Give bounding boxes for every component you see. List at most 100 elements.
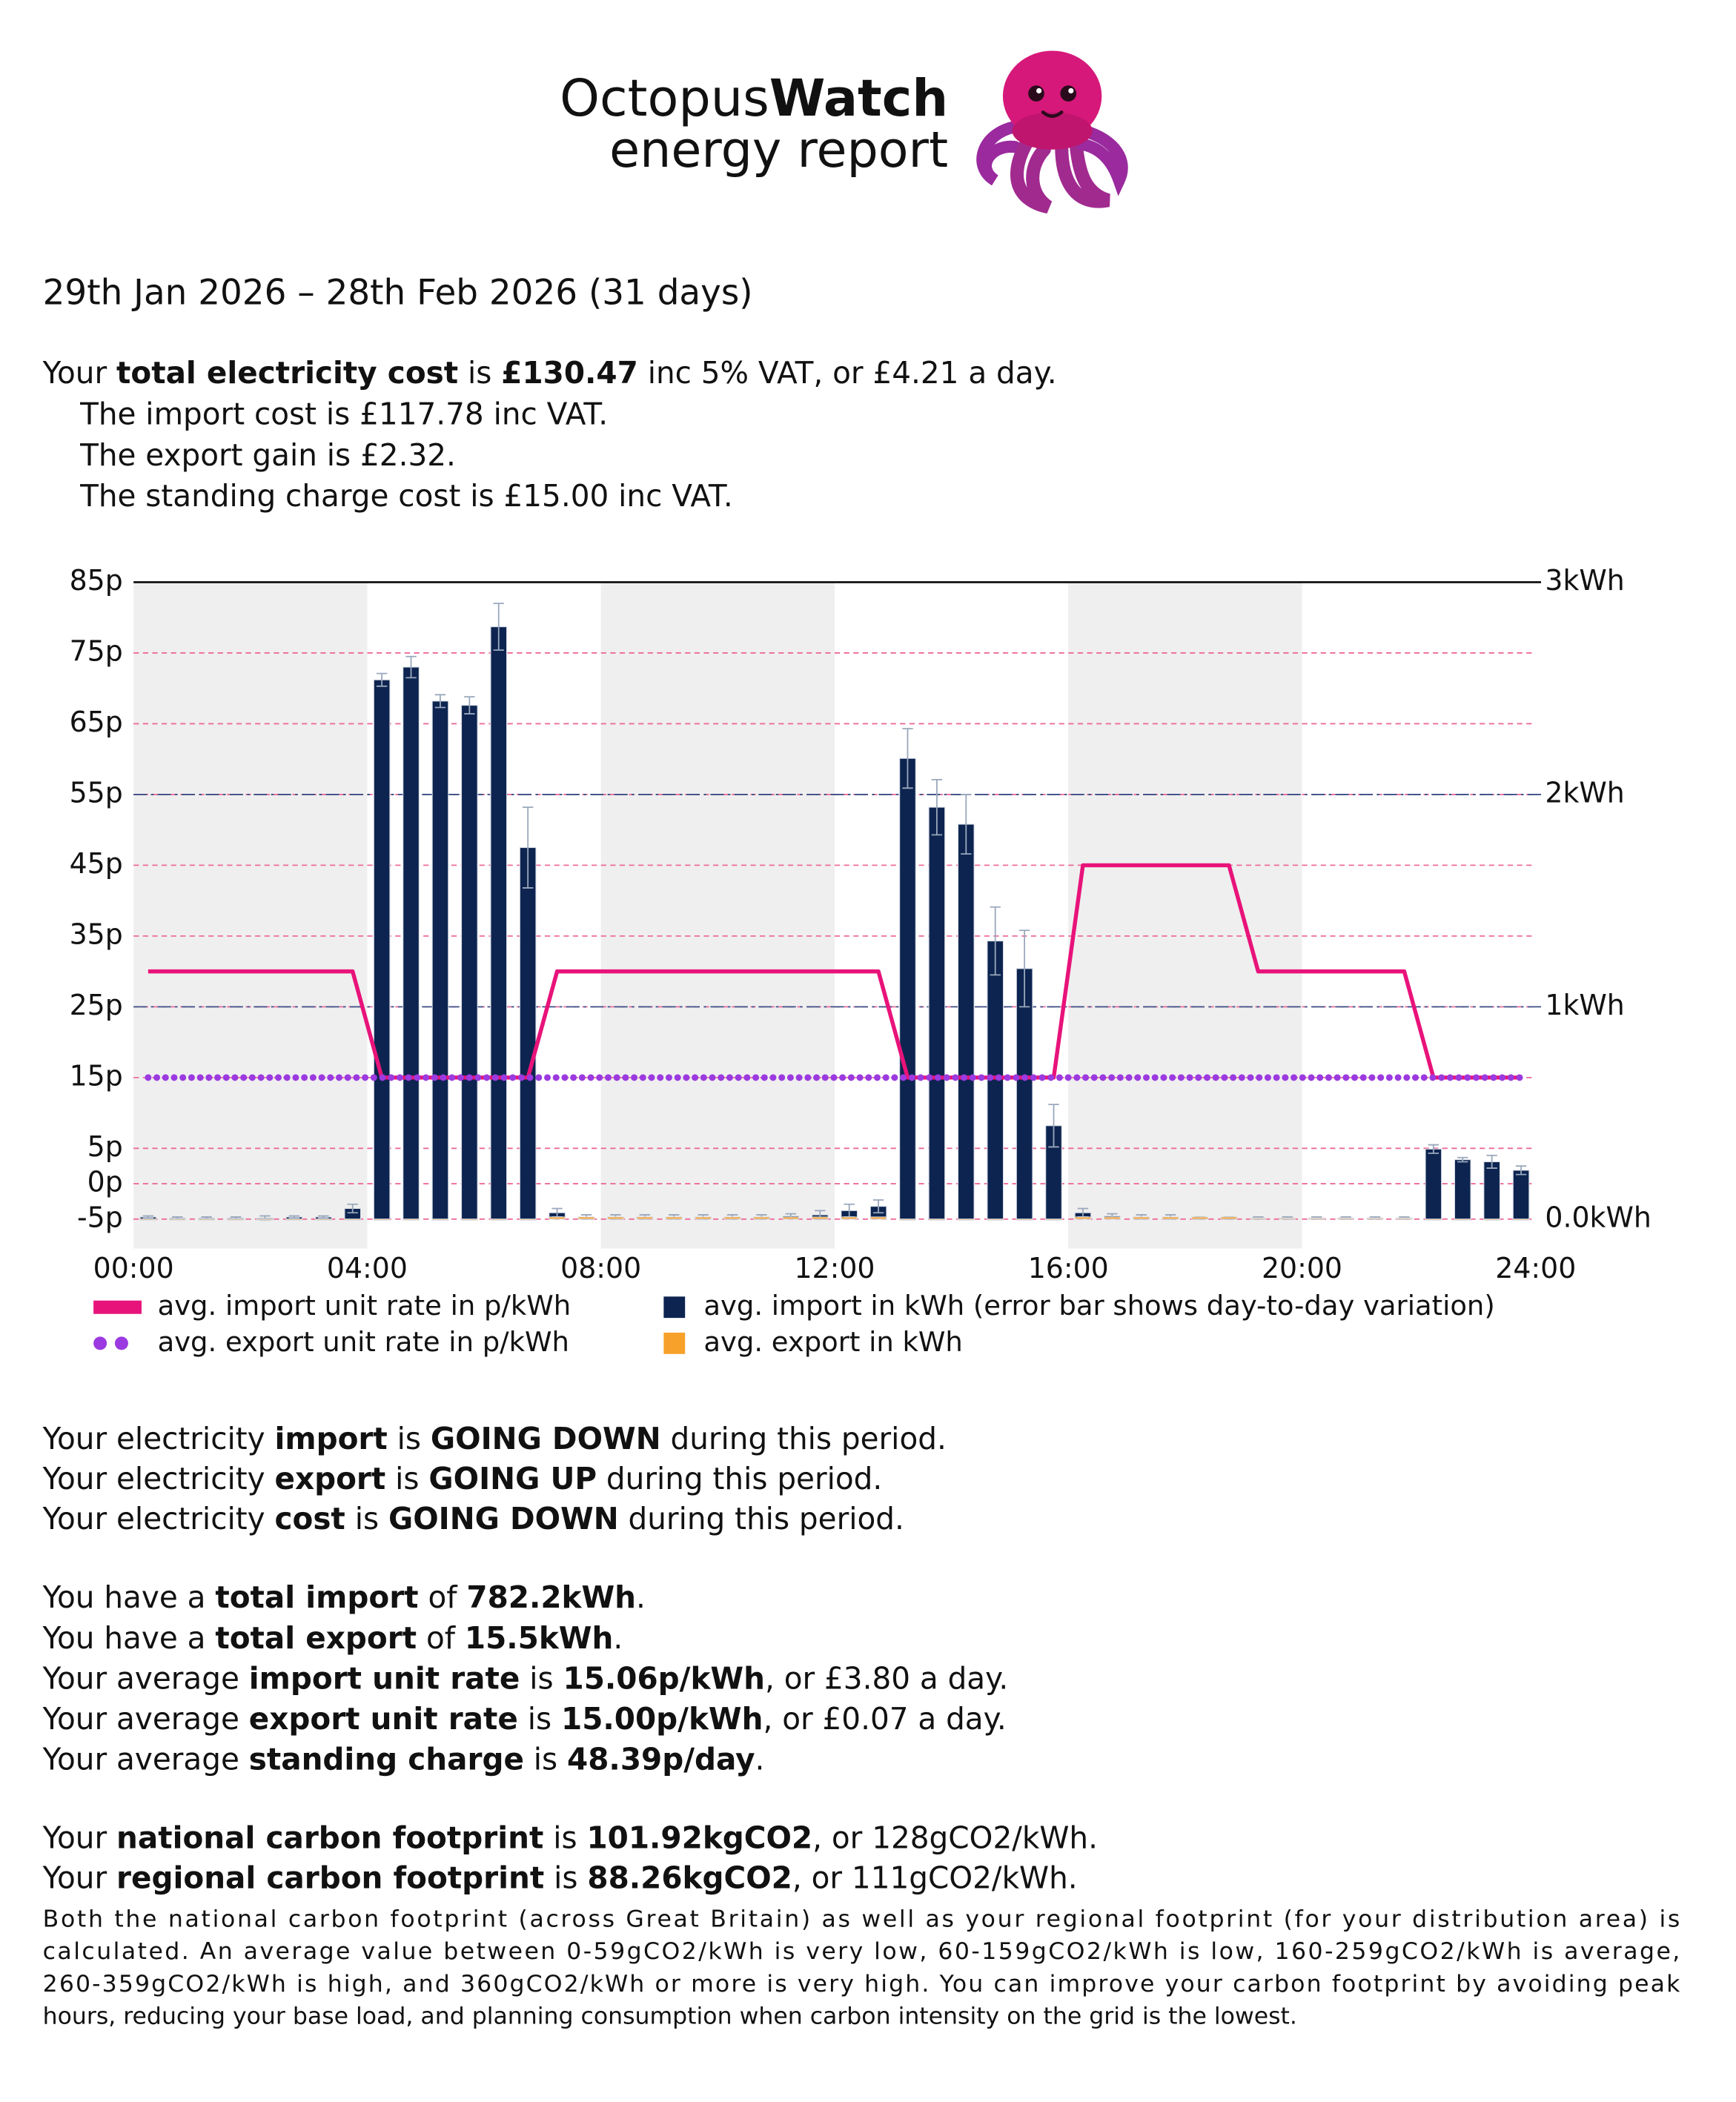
bar — [168, 1219, 186, 1221]
error-bar — [522, 806, 534, 889]
bar — [519, 1219, 537, 1221]
bold-text: 48.39p/day — [567, 1742, 755, 1777]
text-part: during this period. — [661, 1421, 947, 1456]
bar — [1483, 1219, 1501, 1221]
bar — [431, 700, 449, 1220]
bold-text: import — [274, 1421, 387, 1456]
text-part: The standing charge cost is £15.00 inc V… — [79, 478, 733, 514]
cost-line: The import cost is £117.78 inc VAT. — [79, 397, 608, 432]
bar — [402, 1219, 420, 1221]
text-part: of — [417, 1620, 465, 1656]
error-bar — [1515, 1165, 1527, 1176]
y-tick-label: -5p — [77, 1201, 123, 1233]
legend-label: avg. import unit rate in p/kWh — [158, 1290, 572, 1322]
bold-text: GOING UP — [428, 1461, 597, 1496]
error-bar — [961, 794, 972, 855]
bar — [1366, 1217, 1384, 1220]
bar — [314, 1219, 332, 1221]
y-tick-label: 0p — [87, 1166, 123, 1198]
bar — [782, 1216, 800, 1220]
carbon-note: hours, reducing your base load, and plan… — [43, 2003, 1297, 2029]
cost-line: The standing charge cost is £15.00 inc V… — [79, 478, 733, 514]
error-bar — [464, 696, 475, 715]
error-bar — [434, 694, 446, 709]
bar — [957, 823, 975, 1220]
bar — [1045, 1219, 1062, 1221]
x-tick-label: 16:00 — [1028, 1252, 1109, 1284]
legend-swatch — [663, 1296, 686, 1319]
text-part: Your average — [42, 1701, 249, 1737]
bold-text: £130.47 — [501, 355, 638, 391]
bar — [1279, 1217, 1296, 1220]
bold-text: total electricity cost — [116, 355, 458, 391]
bold-text: Watch — [769, 68, 948, 127]
bar — [490, 1219, 508, 1221]
error-bar — [376, 672, 388, 687]
bold-text: 15.00p/kWh — [561, 1701, 763, 1737]
text-part: The export gain is £2.32. — [79, 437, 456, 473]
text-part: Octopus — [560, 68, 769, 127]
text-part: , or £0.07 a day. — [763, 1701, 1006, 1737]
brand-title: OctopusWatch — [560, 68, 948, 127]
cost-line: The export gain is £2.32. — [79, 437, 456, 473]
y-tick-label: 55p — [70, 776, 123, 809]
bar — [1454, 1159, 1471, 1220]
bar — [1016, 1219, 1033, 1221]
bar — [198, 1219, 216, 1221]
bar — [1337, 1217, 1354, 1220]
text-part: inc 5% VAT, or £4.21 a day. — [638, 355, 1057, 391]
bold-text: standing charge — [249, 1742, 524, 1777]
carbon-note: Both the national carbon footprint (acro… — [43, 1906, 1680, 1933]
error-bar — [902, 728, 913, 789]
error-bar — [1428, 1144, 1440, 1154]
error-bar — [288, 1215, 300, 1219]
text-part: . — [755, 1742, 765, 1777]
bar — [461, 705, 478, 1220]
text-part: Your average — [42, 1742, 249, 1777]
bar — [1220, 1216, 1238, 1220]
bar — [577, 1216, 595, 1220]
text-part: Your electricity — [42, 1501, 275, 1536]
text-part: , or £3.80 a day. — [765, 1660, 1008, 1696]
x-tick-label: 24:00 — [1495, 1252, 1576, 1284]
carbon-line: Your regional carbon footprint is 88.26k… — [42, 1860, 1078, 1896]
legend-label: avg. export unit rate in p/kWh — [158, 1326, 569, 1358]
period: 29th Jan 2026 – 28th Feb 2026 (31 days) — [43, 273, 753, 314]
bar — [402, 666, 420, 1220]
error-bar — [990, 906, 1001, 976]
bar — [1103, 1216, 1121, 1220]
error-bar — [405, 655, 417, 679]
y-tick-label: 5p — [87, 1130, 123, 1163]
bar — [607, 1216, 624, 1220]
error-bar — [1018, 929, 1030, 1008]
bold-text: export — [274, 1461, 385, 1496]
text-part: You have a — [42, 1579, 216, 1615]
bar — [549, 1216, 566, 1220]
bold-text: regional carbon footprint — [116, 1860, 544, 1896]
bold-text: total export — [215, 1620, 417, 1656]
text-part: Your — [42, 1860, 116, 1896]
x-tick-label: 04:00 — [327, 1252, 408, 1284]
text-part: is — [543, 1820, 586, 1856]
bar — [695, 1216, 712, 1220]
text-part: Your — [42, 355, 116, 391]
bar — [957, 1219, 975, 1221]
total-line: You have a total import of 782.2kWh. — [42, 1579, 646, 1615]
error-bar — [318, 1215, 329, 1219]
bar — [1191, 1216, 1208, 1220]
bar — [490, 626, 508, 1220]
bar — [665, 1216, 683, 1220]
error-bar — [493, 603, 504, 652]
bold-text: 782.2kWh — [466, 1579, 636, 1615]
bold-text: 88.26kgCO2 — [587, 1860, 792, 1896]
bar — [1074, 1216, 1092, 1220]
bold-text: 101.92kgCO2 — [586, 1820, 812, 1856]
bar — [1396, 1217, 1413, 1220]
bold-text: 15.5kWh — [465, 1620, 613, 1656]
y-tick-label: 35p — [70, 918, 123, 950]
legend-label: avg. export in kWh — [703, 1326, 962, 1358]
error-bar — [1486, 1154, 1497, 1169]
total-line: Your average import unit rate is 15.06p/… — [42, 1660, 1009, 1696]
text-part: Your electricity — [42, 1421, 275, 1456]
